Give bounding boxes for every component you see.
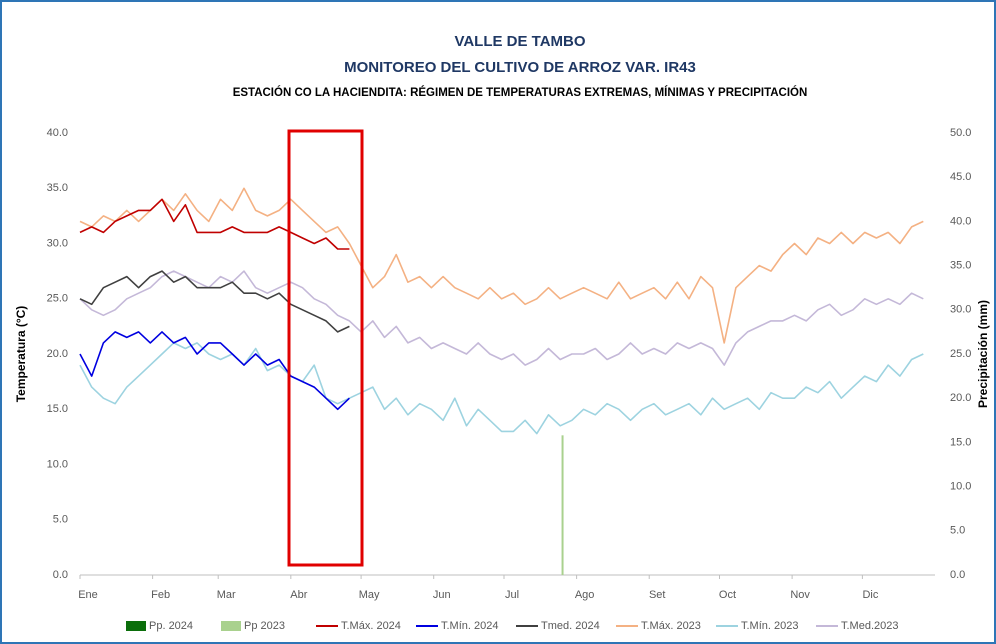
- y-tick-label: 20.0: [47, 348, 68, 360]
- y-tick-label: 0.0: [53, 569, 68, 581]
- legend-label: T.Máx. 2023: [641, 620, 701, 632]
- y2-tick-label: 15.0: [950, 436, 971, 448]
- highlight-box: [287, 129, 364, 567]
- y2-tick-label: 20.0: [950, 392, 971, 404]
- x-tick-label: Dic: [862, 589, 878, 601]
- series-line: [79, 198, 350, 250]
- x-tick-label: Jul: [505, 589, 519, 601]
- y2-tick-label: 25.0: [950, 348, 971, 360]
- x-tick-label: Ene: [78, 589, 98, 601]
- x-tick-label: May: [359, 589, 380, 601]
- chart-subtitle: MONITOREO DEL CULTIVO DE ARROZ VAR. IR43: [344, 59, 696, 76]
- y2-tick-label: 5.0: [950, 525, 965, 537]
- y2-tick-label: 10.0: [950, 481, 971, 493]
- y-tick-label: 40.0: [47, 127, 68, 139]
- x-tick-label: Set: [649, 589, 666, 601]
- y2-tick-label: 40.0: [950, 215, 971, 227]
- x-tick-label: Mar: [217, 589, 236, 601]
- series-line: [79, 270, 924, 366]
- x-tick-label: Abr: [290, 589, 307, 601]
- plot-area: 0.0 5.0 10.0 15.0 20.0 25.0 30.0 35.0 40.0 0.0 5.0…: [47, 127, 972, 601]
- y-tick-label: 5.0: [53, 514, 68, 526]
- y-tick-label: 35.0: [47, 182, 68, 194]
- precip-bar: [561, 435, 564, 575]
- x-tick-label: Jun: [433, 589, 451, 601]
- chart-title: VALLE DE TAMBO: [454, 33, 585, 50]
- y-tick-label: 15.0: [47, 403, 68, 415]
- y2-tick-label: 45.0: [950, 171, 971, 183]
- legend-label: Tmed. 2024: [541, 620, 600, 632]
- series-line: [79, 270, 350, 333]
- y-tick-label: 10.0: [47, 458, 68, 470]
- series-line: [79, 187, 924, 344]
- y2-tick-label: 50.0: [950, 127, 971, 139]
- legend: Pp. 2024 Pp 2023 T.Máx. 2024 T.Mín. 2024 Tme…: [126, 620, 898, 632]
- y2-tick-label: 30.0: [950, 304, 971, 316]
- legend-label: T.Med.2023: [841, 620, 898, 632]
- legend-swatch: [221, 621, 241, 631]
- series-line: [79, 331, 350, 411]
- legend-label: T.Mín. 2023: [741, 620, 798, 632]
- x-tick-label: Feb: [151, 589, 170, 601]
- legend-label: Pp. 2024: [149, 620, 193, 632]
- x-tick-label: Oct: [719, 589, 736, 601]
- y2-axis-label: Precipitación (mm): [976, 300, 990, 408]
- series-line: [79, 342, 924, 435]
- x-tick-label: Nov: [790, 589, 810, 601]
- y-tick-label: 30.0: [47, 237, 68, 249]
- legend-label: T.Máx. 2024: [341, 620, 401, 632]
- x-tick-label: Ago: [575, 589, 595, 601]
- legend-label: Pp 2023: [244, 620, 285, 632]
- y2-tick-label: 35.0: [950, 260, 971, 272]
- y2-tick-label: 0.0: [950, 569, 965, 581]
- chart-subtitle: ESTACIÓN CO LA HACIENDITA: RÉGIMEN DE TE…: [233, 86, 808, 99]
- y-axis-label: Temperatura (°C): [14, 306, 28, 403]
- y-tick-label: 25.0: [47, 293, 68, 305]
- legend-swatch: [126, 621, 146, 631]
- legend-label: T.Mín. 2024: [441, 620, 498, 632]
